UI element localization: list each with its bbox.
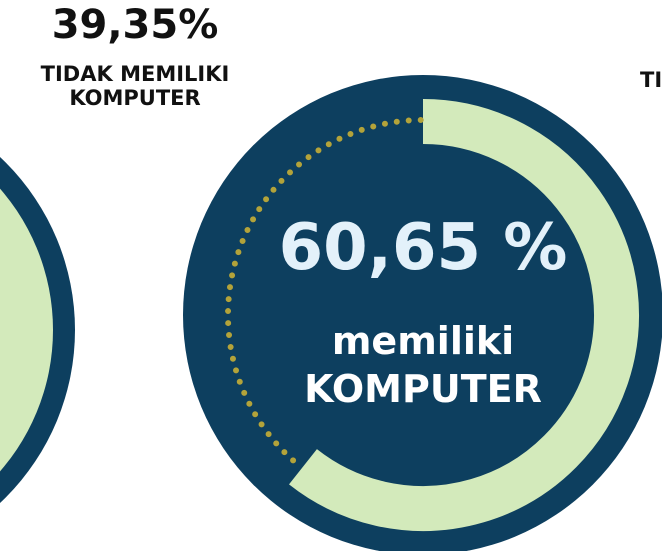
ring-segment: [289, 99, 639, 531]
main-circle: [183, 75, 662, 551]
category-label: TIDAK MEMILIKI KOMPUTER: [40, 62, 230, 111]
share-label: 39,35%: [51, 2, 219, 48]
dotted-segment: [225, 117, 426, 464]
side-ring: [0, 188, 53, 472]
cropped-label: TI: [640, 68, 662, 92]
share-label: 60,65 %: [278, 211, 568, 285]
category-label: memiliki KOMPUTER: [304, 319, 542, 411]
